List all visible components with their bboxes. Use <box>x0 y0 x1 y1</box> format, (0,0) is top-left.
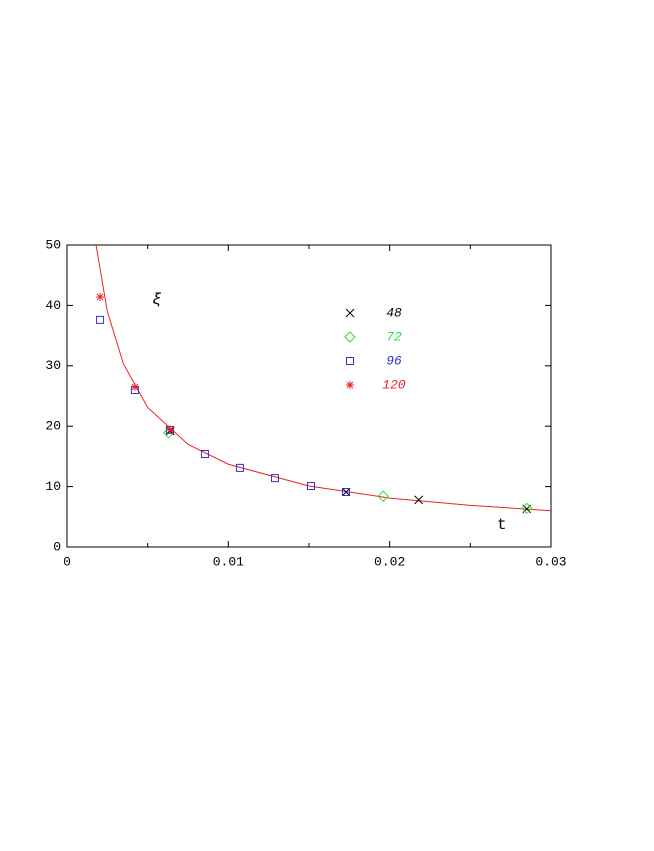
legend-label: 48 <box>386 305 402 320</box>
x-axis-label: t <box>497 516 507 534</box>
fit-curve <box>95 244 552 512</box>
marker-star <box>130 382 139 391</box>
marker-square <box>346 357 354 365</box>
y-tick-label: 40 <box>45 298 61 313</box>
marker-square <box>306 481 315 490</box>
marker-square <box>165 425 174 434</box>
y-tick-label: 20 <box>45 419 61 434</box>
marker-diamond <box>377 490 389 502</box>
y-tick-label: 30 <box>45 358 61 373</box>
y-tick-label: 10 <box>45 479 61 494</box>
marker-diamond <box>344 331 356 343</box>
y-tick-label: 50 <box>45 237 61 252</box>
marker-x <box>345 308 355 318</box>
marker-star <box>96 292 105 301</box>
legend-label: 72 <box>386 329 402 344</box>
x-tick-label: 0 <box>63 554 71 569</box>
marker-square <box>270 474 279 483</box>
legend-label: 120 <box>382 377 406 392</box>
legend-label: 96 <box>386 353 402 368</box>
marker-x <box>341 487 351 497</box>
marker-x <box>414 495 424 505</box>
marker-star <box>166 425 175 434</box>
marker-diamond <box>521 502 533 515</box>
marker-square <box>235 463 244 472</box>
plot-frame <box>66 244 552 548</box>
x-tick-label: 0.01 <box>213 554 244 569</box>
y-axis-label: ξ <box>152 291 162 309</box>
marker-square <box>341 488 350 497</box>
marker-square <box>200 449 209 458</box>
x-tick-label: 0.02 <box>374 554 405 569</box>
marker-square <box>96 315 105 324</box>
marker-star <box>346 381 354 389</box>
y-tick-label: 0 <box>53 539 61 554</box>
x-tick-label: 0.03 <box>535 554 566 569</box>
